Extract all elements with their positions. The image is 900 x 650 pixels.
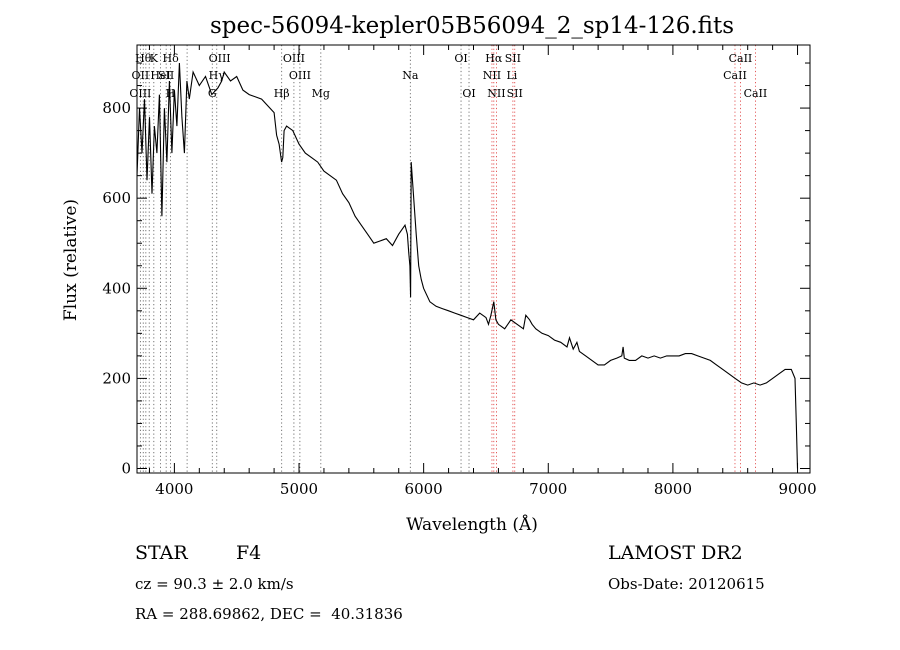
y-tick-label: 400 — [102, 279, 131, 297]
line-label: SII — [158, 69, 174, 82]
y-tick-label: 200 — [102, 369, 131, 387]
line-label: Hδ — [163, 52, 180, 65]
line-label: OI — [462, 87, 475, 100]
coordinates: RA = 288.69862, DEC = 40.31836 — [135, 605, 403, 623]
x-tick-label: 4000 — [155, 480, 193, 498]
line-label: OIII — [283, 52, 305, 65]
chart-title: spec-56094-kepler05B56094_2_sp14-126.fit… — [210, 13, 734, 39]
line-label: OIII — [209, 52, 231, 65]
line-label: SII — [505, 52, 521, 65]
spectral-line-markers — [139, 45, 756, 473]
line-label: G — [208, 87, 217, 100]
line-label: Mg — [312, 87, 330, 100]
line-label: Hβ — [274, 87, 290, 100]
line-label: Hα — [485, 52, 503, 65]
x-tick-label: 9000 — [778, 480, 816, 498]
line-label: OI — [454, 52, 467, 65]
spectrum-line — [136, 62, 799, 469]
axes: 4000 5000 6000 7000 8000 9000 0 200 400 600 800 — [102, 45, 817, 498]
y-tick-label: 0 — [121, 459, 131, 477]
redshift-velocity: cz = 90.3 ± 2.0 km/s — [135, 575, 294, 593]
line-label: OII — [132, 69, 150, 82]
object-subclass: F4 — [236, 542, 262, 564]
observation-date: Obs-Date: 20120615 — [608, 575, 765, 593]
line-label: CaII — [744, 87, 768, 100]
line-label: CaII — [729, 52, 753, 65]
line-label: NII — [483, 69, 501, 82]
y-tick-label: 600 — [102, 189, 131, 207]
line-label: H — [166, 87, 176, 100]
y-tick-label: 800 — [102, 99, 131, 117]
line-label: OIII — [289, 69, 311, 82]
line-label: Hγ — [209, 69, 226, 82]
survey-name: LAMOST DR2 — [608, 542, 743, 564]
x-tick-label: 8000 — [654, 480, 692, 498]
y-axis-label: Flux (relative) — [61, 199, 81, 321]
x-tick-label: 7000 — [529, 480, 567, 498]
x-tick-label: 6000 — [405, 480, 443, 498]
object-class: STAR — [135, 542, 188, 564]
line-label: OIII — [129, 87, 151, 100]
line-label: Hθ — [135, 52, 152, 65]
plot-frame — [136, 44, 811, 474]
series-layer — [136, 62, 799, 469]
line-label: K — [150, 52, 159, 65]
x-axis-label: Wavelength (Å) — [406, 514, 538, 535]
line-label: NII — [487, 87, 505, 100]
line-label: Li — [506, 69, 517, 82]
x-tick-label: 5000 — [280, 480, 318, 498]
line-label: SII — [507, 87, 523, 100]
line-label: Na — [402, 69, 419, 82]
line-label: HeI — [150, 69, 170, 82]
line-label: CaII — [723, 69, 747, 82]
